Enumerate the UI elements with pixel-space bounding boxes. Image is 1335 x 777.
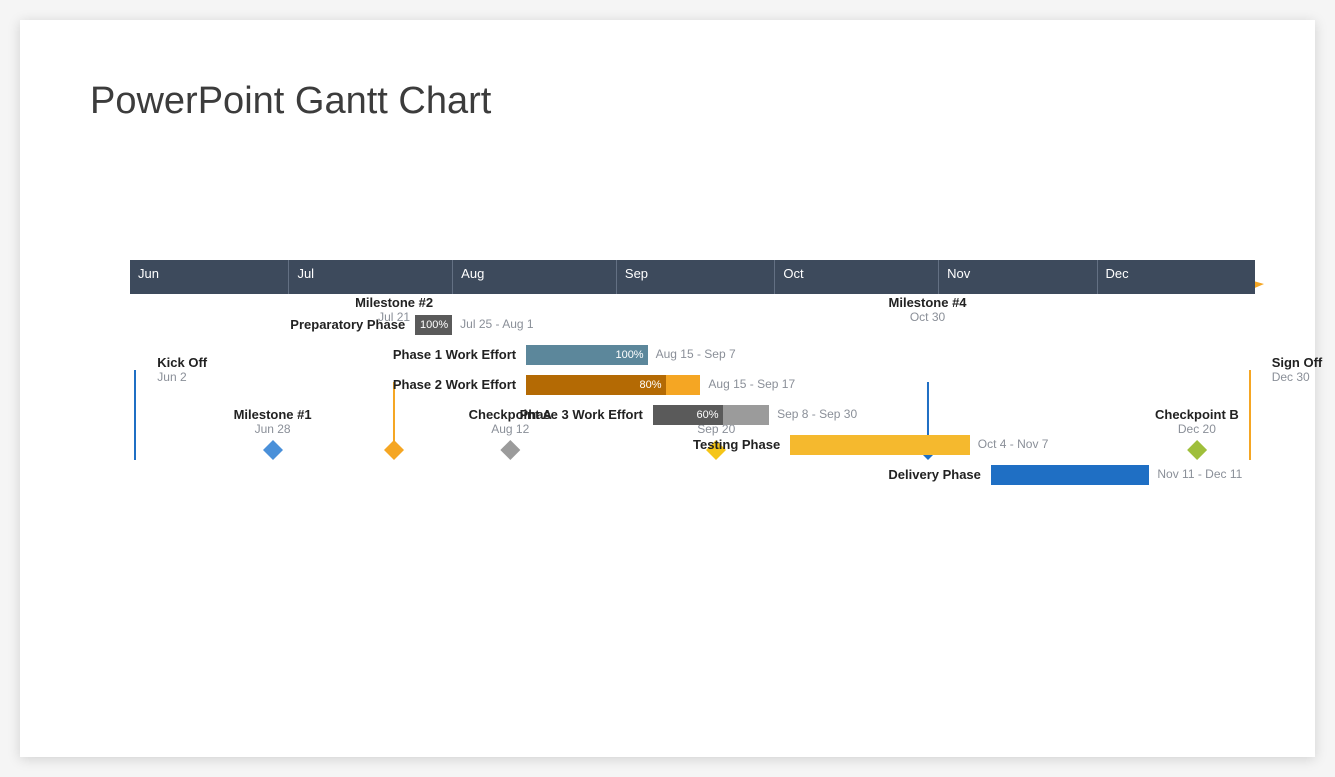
task-range: Sep 8 - Sep 30 <box>777 407 857 421</box>
task-label: Delivery Phase <box>888 467 981 482</box>
task-label: Preparatory Phase <box>290 317 405 332</box>
task-bar <box>790 435 970 455</box>
slide: PowerPoint Gantt Chart Milestone #1 Jun … <box>20 20 1315 757</box>
task-row: Phase 1 Work Effort 100% Aug 15 - Sep 7 <box>130 344 1255 372</box>
task-label: Phase 2 Work Effort <box>393 377 516 392</box>
page-title: PowerPoint Gantt Chart <box>90 80 1245 123</box>
task-pct: 100% <box>615 345 643 365</box>
flag-label: Sign OffDec 30 <box>1272 355 1323 384</box>
task-pct: 80% <box>640 375 662 395</box>
timeline-bar: Jun Jul Aug Sep Oct Nov Dec <box>130 260 1255 294</box>
task-bar <box>991 465 1149 485</box>
month-tick-sep: Sep <box>616 260 656 294</box>
task-row: Phase 3 Work Effort 60% Sep 8 - Sep 30 <box>130 404 1255 432</box>
month-tick-dec: Dec <box>1097 260 1137 294</box>
task-list: Preparatory Phase 100% Jul 25 - Aug 1 Ph… <box>130 314 1255 492</box>
task-row: Preparatory Phase 100% Jul 25 - Aug 1 <box>130 314 1255 342</box>
gantt-chart: Milestone #1 Jun 28 Milestone #2 Jul 21 … <box>130 260 1255 494</box>
task-bar: 100% <box>526 345 647 365</box>
task-label: Testing Phase <box>693 437 780 452</box>
task-row: Phase 2 Work Effort 80% Aug 15 - Sep 17 <box>130 374 1255 402</box>
task-bar: 100% <box>415 315 452 335</box>
task-bar: 60% <box>653 405 769 425</box>
milestone-label: Milestone #2 <box>355 295 433 310</box>
month-tick-jul: Jul <box>288 260 322 294</box>
task-row: Testing Phase Oct 4 - Nov 7 <box>130 434 1255 462</box>
task-range: Jul 25 - Aug 1 <box>460 317 533 331</box>
task-pct: 100% <box>420 315 448 335</box>
task-range: Aug 15 - Sep 17 <box>708 377 795 391</box>
task-pct: 60% <box>697 405 719 425</box>
task-range: Nov 11 - Dec 11 <box>1157 467 1242 481</box>
task-label: Phase 1 Work Effort <box>393 347 516 362</box>
task-label: Phase 3 Work Effort <box>520 407 643 422</box>
month-tick-nov: Nov <box>938 260 978 294</box>
task-range: Aug 15 - Sep 7 <box>656 347 736 361</box>
task-bar: 80% <box>526 375 700 395</box>
task-row: Delivery Phase Nov 11 - Dec 11 <box>130 464 1255 492</box>
task-range: Oct 4 - Nov 7 <box>978 437 1049 451</box>
month-tick-aug: Aug <box>452 260 492 294</box>
milestone-label: Milestone #4 <box>889 295 967 310</box>
month-tick-jun: Jun <box>130 260 167 294</box>
month-tick-oct: Oct <box>774 260 811 294</box>
